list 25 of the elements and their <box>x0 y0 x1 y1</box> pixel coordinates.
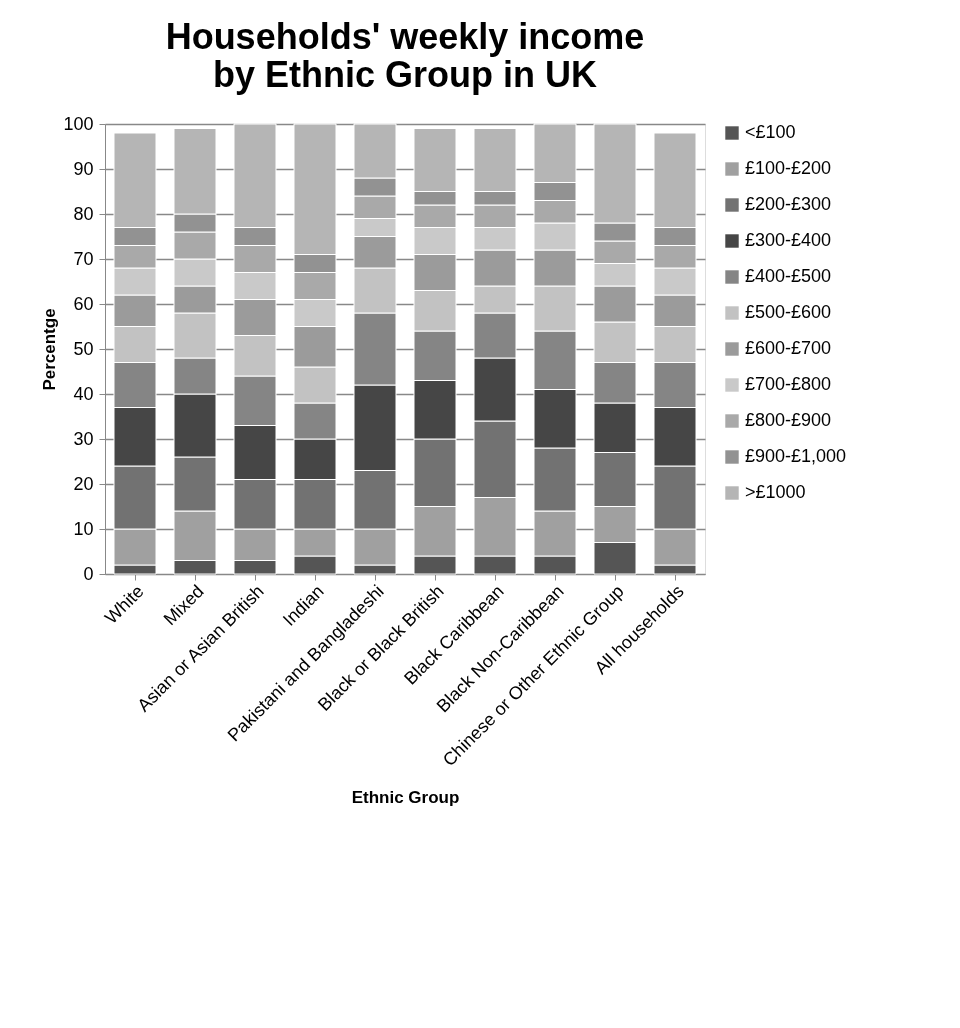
legend-label: >£1000 <box>745 482 806 502</box>
chart-title: Households' weekly income by Ethnic Group in UK <box>165 16 645 95</box>
y-tick-label: 60 <box>73 293 94 314</box>
y-tick-label: 40 <box>73 383 94 404</box>
legend-label: £800-£900 <box>745 410 832 430</box>
y-tick-label: 20 <box>73 473 94 494</box>
y-tick-label: 50 <box>73 338 94 359</box>
legend-label: £200-£300 <box>745 194 832 214</box>
y-axis-title: Percentge <box>40 308 60 391</box>
x-axis-title: Ethnic Group <box>351 787 460 807</box>
y-tick-label: 100 <box>63 113 94 134</box>
y-tick-label: 30 <box>73 428 94 449</box>
legend-label: £100-£200 <box>745 158 832 178</box>
legend-label: £600-£700 <box>745 338 832 358</box>
y-tick-label: 70 <box>73 248 94 269</box>
legend-label: £500-£600 <box>745 302 832 322</box>
legend-label: <£100 <box>745 122 796 142</box>
y-tick-label: 10 <box>73 518 94 539</box>
y-tick-label: 90 <box>73 158 94 179</box>
legend-label: £300-£400 <box>745 230 832 250</box>
y-tick-label: 80 <box>73 203 94 224</box>
legend-label: £400-£500 <box>745 266 832 286</box>
y-tick-label: 0 <box>83 563 94 584</box>
legend-label: £900-£1,000 <box>745 446 847 466</box>
legend-label: £700-£800 <box>745 374 832 394</box>
